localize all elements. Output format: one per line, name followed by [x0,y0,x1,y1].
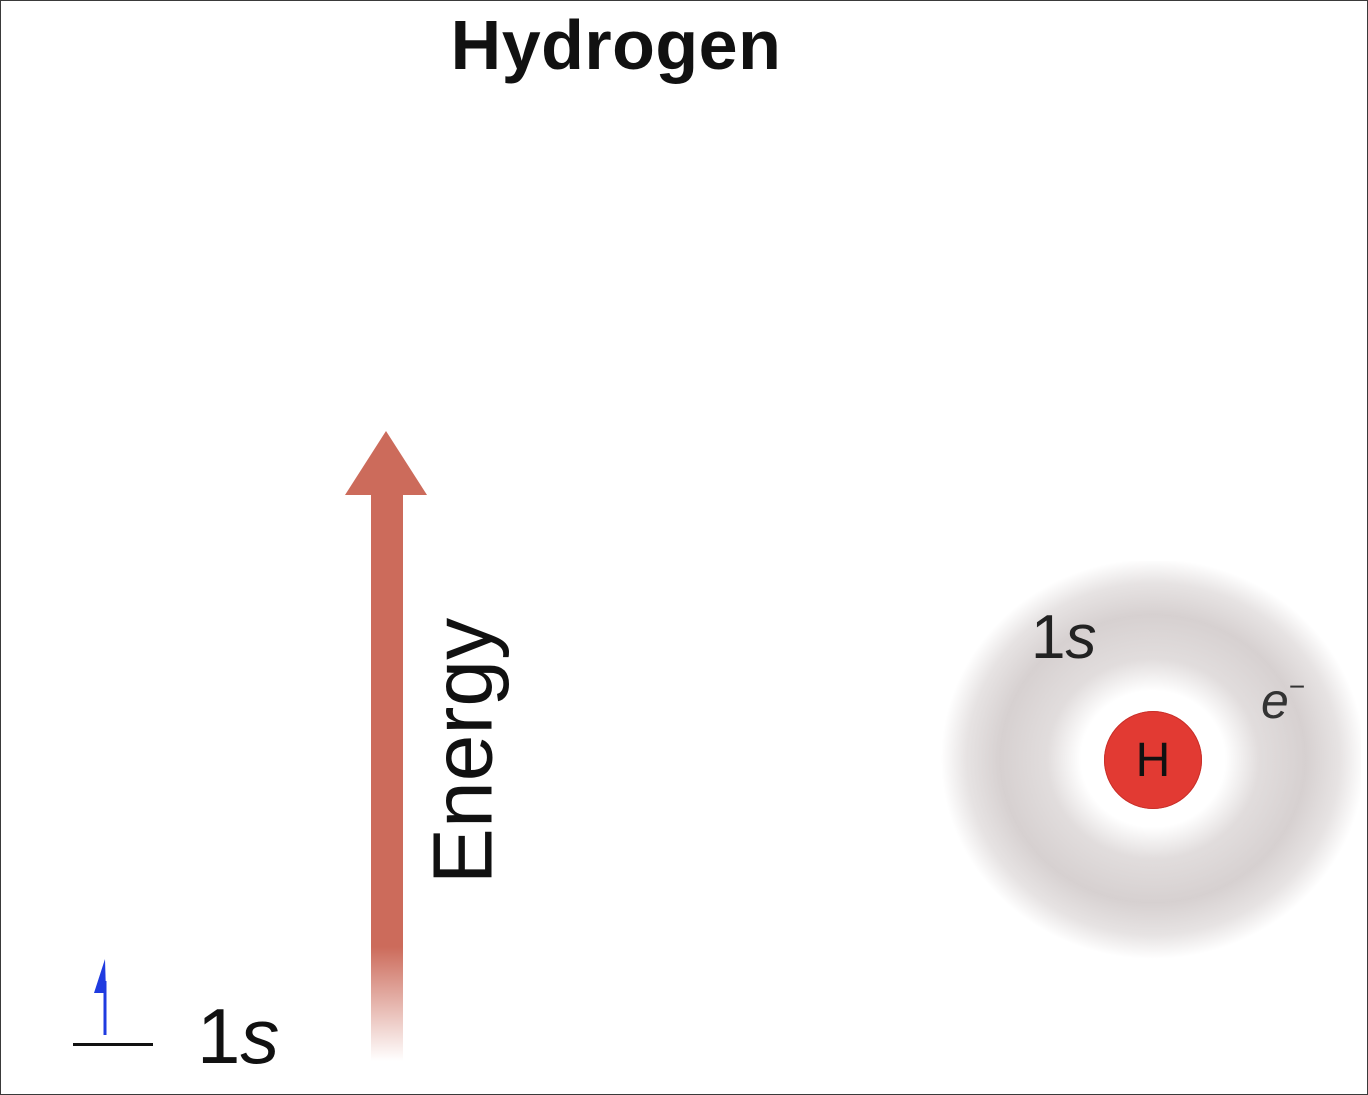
electron-label: e− [1261,671,1306,729]
nucleus-symbol: H [1135,733,1171,787]
energy-level-line [73,1043,153,1046]
energy-axis-label: Energy [415,617,510,885]
orbital-label: 1s [1031,603,1097,672]
spin-up-arrow-icon [94,959,107,1035]
energy-arrow-icon [345,431,427,1061]
diagram-title: Hydrogen [450,6,782,84]
hydrogen-nucleus: H [1104,711,1202,809]
energy-level-label: 1s [197,992,280,1080]
